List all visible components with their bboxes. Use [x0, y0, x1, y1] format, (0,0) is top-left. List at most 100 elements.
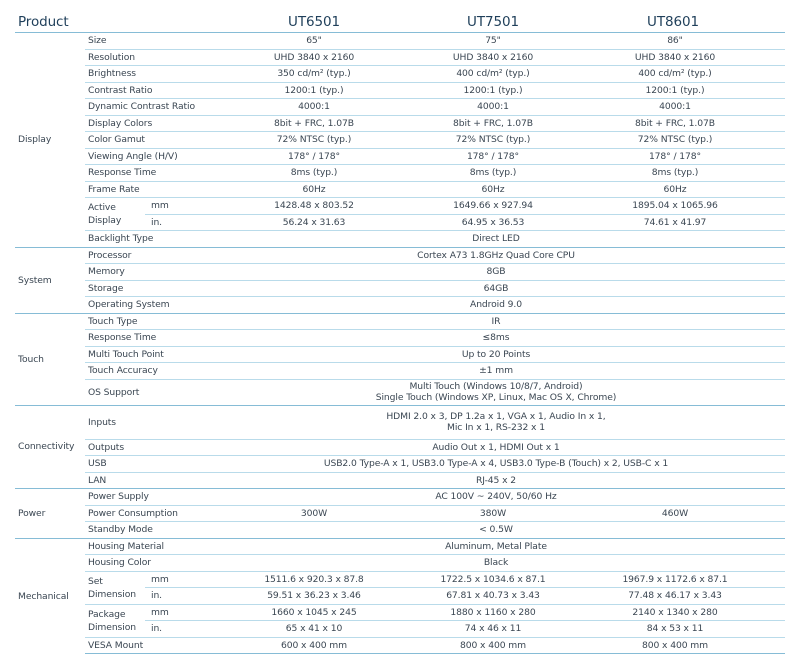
spec-value: 1200:1 (typ.): [403, 82, 583, 99]
row-label: Brightness: [85, 65, 225, 83]
spec-value: < 0.5W: [225, 521, 785, 539]
spec-value: 72% NTSC (typ.): [583, 131, 785, 149]
row-label: Contrast Ratio: [85, 82, 225, 99]
model-header: UT7501: [403, 11, 583, 33]
spec-value: Up to 20 Points: [225, 346, 785, 363]
spec-row: Backlight Type Direct LED: [15, 230, 785, 248]
spec-row: VESA Mount 600 x 400 mm 800 x 400 mm 800 x …: [15, 637, 785, 654]
spec-value: 1511.6 x 920.3 x 87.8: [225, 571, 403, 588]
spec-value: UHD 3840 x 2160: [225, 49, 403, 66]
row-label: Multi Touch Point: [85, 346, 225, 363]
spec-row: Outputs Audio Out x 1, HDMI Out x 1: [15, 439, 785, 456]
spec-value: 1722.5 x 1034.6 x 87.1: [403, 571, 583, 588]
row-label: Operating System: [85, 296, 225, 314]
spec-value: Aluminum, Metal Plate: [225, 538, 785, 555]
row-label: USB: [85, 455, 225, 473]
spec-row: Housing Color Black: [15, 554, 785, 572]
spec-row: Brightness 350 cd/m² (typ.) 400 cd/m² (typ…: [15, 65, 785, 83]
spec-value: USB2.0 Type-A x 1, USB3.0 Type-A x 4, US…: [225, 455, 785, 473]
spec-value: 64GB: [225, 280, 785, 297]
spec-value: 1880 x 1160 x 280: [403, 604, 583, 621]
spec-value: 350 cd/m² (typ.): [225, 65, 403, 83]
spec-value: 1200:1 (typ.): [225, 82, 403, 99]
spec-value: 65": [225, 32, 403, 50]
row-label: Color Gamut: [85, 131, 225, 149]
section-label: Touch: [15, 312, 85, 405]
spec-row: in. 59.51 x 36.23 x 3.46 67.81 x 40.73 x 3…: [15, 587, 785, 605]
row-label: Set Dimension: [85, 571, 145, 605]
spec-row: Standby Mode < 0.5W: [15, 521, 785, 539]
row-label: Package Dimension: [85, 604, 145, 638]
spec-value: ≤8ms: [225, 329, 785, 347]
spec-value: 60Hz: [225, 181, 403, 198]
spec-row: Power Power Supply AC 100V ~ 240V, 50/60 H…: [15, 488, 785, 538]
spec-value: 72% NTSC (typ.): [403, 131, 583, 149]
row-label: Housing Color: [85, 554, 225, 572]
row-label: Touch Accuracy: [85, 362, 225, 380]
row-label: Standby Mode: [85, 521, 225, 539]
spec-value: 800 x 400 mm: [403, 637, 583, 654]
spec-value: 8bit + FRC, 1.07B: [583, 115, 785, 132]
section-label: Power: [15, 488, 85, 538]
model-header: UT6501: [225, 11, 403, 33]
spec-value: Cortex A73 1.8GHz Quad Core CPU: [225, 247, 785, 264]
spec-row: Storage 64GB: [15, 280, 785, 297]
row-label: Storage: [85, 280, 225, 297]
spec-value: 67.81 x 40.73 x 3.43: [403, 587, 583, 605]
spec-value: ±1 mm: [225, 362, 785, 380]
spec-row: System Processor Cortex A73 1.8GHz Quad Co…: [15, 246, 785, 313]
spec-value: RJ-45 x 2: [225, 472, 785, 489]
spec-row: Display Colors 8bit + FRC, 1.07B 8bit + FR…: [15, 115, 785, 132]
spec-value: 1200:1 (typ.): [583, 82, 785, 99]
spec-value: 600 x 400 mm: [225, 637, 403, 654]
header-row: Product UT6501 UT7501 UT8601: [15, 11, 785, 33]
spec-value: 1660 x 1045 x 245: [225, 604, 403, 621]
spec-row: USB USB2.0 Type-A x 1, USB3.0 Type-A x 4,…: [15, 455, 785, 473]
spec-value: 2140 x 1340 x 280: [583, 604, 785, 621]
row-label: OS Support: [85, 379, 225, 406]
unit-label: mm: [145, 604, 225, 621]
spec-value: 400 cd/m² (typ.): [583, 65, 785, 83]
spec-value: Black: [225, 554, 785, 572]
spec-value: 400 cd/m² (typ.): [403, 65, 583, 83]
spec-row: Contrast Ratio 1200:1 (typ.) 1200:1 (typ.)…: [15, 82, 785, 99]
spec-row: Power Consumption 300W 380W 460W: [15, 505, 785, 522]
spec-value: 74 x 46 x 11: [403, 620, 583, 638]
spec-row: Touch Accuracy ±1 mm: [15, 362, 785, 380]
row-label: Frame Rate: [85, 181, 225, 198]
row-label: Active Display: [85, 197, 145, 231]
section-label: Connectivity: [15, 404, 85, 489]
spec-value: 56.24 x 31.63: [225, 214, 403, 231]
row-label: Size: [85, 32, 225, 50]
spec-value: 74.61 x 41.97: [583, 214, 785, 231]
spec-value: 300W: [225, 505, 403, 522]
spec-value: 460W: [583, 505, 785, 522]
spec-row: Dynamic Contrast Ratio 4000:1 4000:1 4000:1: [15, 98, 785, 116]
spec-value: 64.95 x 36.53: [403, 214, 583, 231]
spec-value: 178° / 178°: [583, 148, 785, 165]
row-label: Touch Type: [85, 313, 225, 330]
spec-value: 800 x 400 mm: [583, 637, 785, 654]
row-label: LAN: [85, 472, 225, 489]
row-label: Outputs: [85, 439, 225, 456]
spec-value: UHD 3840 x 2160: [583, 49, 785, 66]
spec-value: 4000:1: [225, 98, 403, 116]
spec-value: 8bit + FRC, 1.07B: [403, 115, 583, 132]
row-label: Housing Material: [85, 538, 225, 555]
spec-value: 84 x 53 x 11: [583, 620, 785, 638]
spec-value: 75": [403, 32, 583, 50]
spec-row: OS Support Multi Touch (Windows 10/8/7, A…: [15, 379, 785, 406]
spec-value: 60Hz: [583, 181, 785, 198]
section-label: System: [15, 246, 85, 313]
unit-label: mm: [145, 571, 225, 588]
spec-value: 8ms (typ.): [583, 164, 785, 182]
row-label: Viewing Angle (H/V): [85, 148, 225, 165]
spec-table: Product UT6501 UT7501 UT8601 Display Size…: [15, 11, 785, 654]
unit-label: in.: [145, 620, 225, 638]
spec-value: 8bit + FRC, 1.07B: [225, 115, 403, 132]
spec-value: Android 9.0: [225, 296, 785, 314]
spec-row: Connectivity Inputs HDMI 2.0 x 3, DP 1.2a …: [15, 404, 785, 489]
spec-row: Display Size 65" 75" 86": [15, 32, 785, 247]
spec-value: Multi Touch (Windows 10/8/7, Android) Si…: [225, 379, 785, 406]
spec-value: 380W: [403, 505, 583, 522]
